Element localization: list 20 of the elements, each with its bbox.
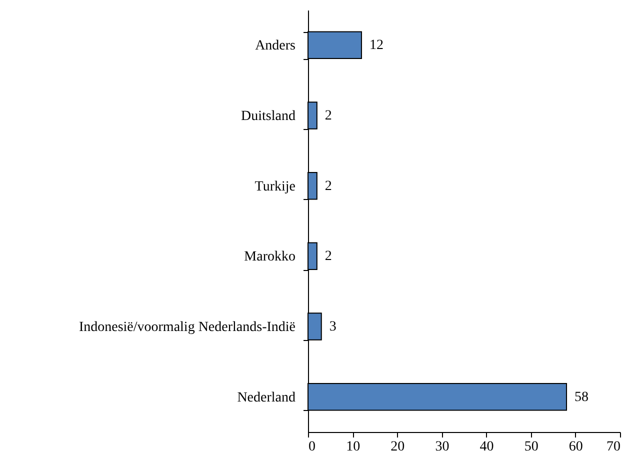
y-tick-label: Marokko — [244, 250, 296, 265]
x-tick-label: 70 — [606, 440, 620, 454]
x-tick-label: 50 — [524, 440, 538, 454]
data-label: 12 — [369, 38, 384, 54]
x-tick-label: 60 — [568, 440, 583, 454]
y-tick-label: Anders — [255, 38, 296, 54]
x-tick-label: 0 — [308, 440, 316, 454]
y-tick-label: Nederland — [237, 390, 296, 406]
data-label: 2 — [324, 108, 332, 124]
data-label: 3 — [329, 320, 336, 334]
data-label: 2 — [324, 249, 332, 264]
data-label: 58 — [574, 390, 589, 405]
x-tick-label: 30 — [435, 440, 450, 454]
y-tick-label: Turkije — [254, 179, 296, 194]
x-tick-label: 40 — [480, 440, 494, 454]
x-tick-label: 10 — [346, 440, 360, 454]
y-tick-label: Indonesië/voormalig Nederlands-Indië — [78, 320, 296, 335]
y-tick-label: Duitsland — [241, 109, 296, 124]
x-tick-label: 20 — [390, 440, 405, 454]
data-label: 2 — [324, 178, 332, 194]
